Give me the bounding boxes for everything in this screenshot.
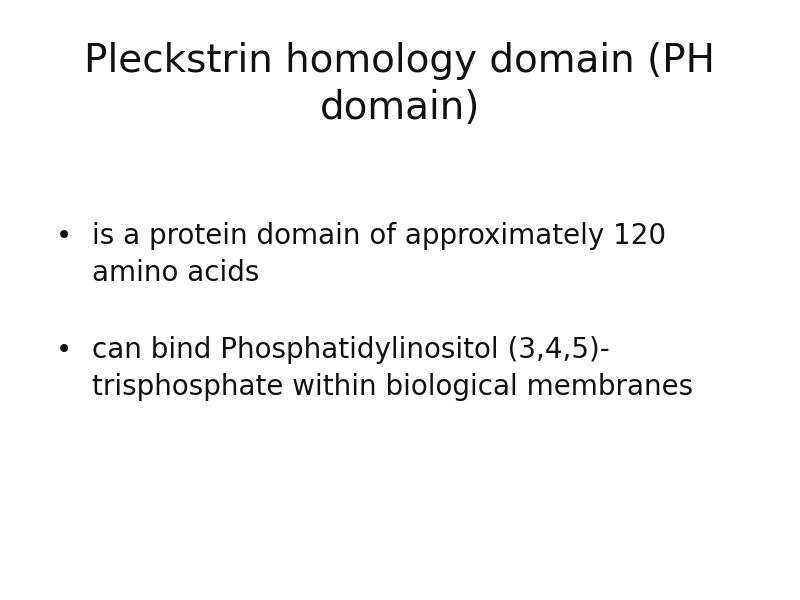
Text: Pleckstrin homology domain (PH
domain): Pleckstrin homology domain (PH domain) xyxy=(85,42,715,127)
Text: is a protein domain of approximately 120
amino acids: is a protein domain of approximately 120… xyxy=(92,222,666,287)
Text: can bind Phosphatidylinositol (3,4,5)-
trisphosphate within biological membranes: can bind Phosphatidylinositol (3,4,5)- t… xyxy=(92,336,693,401)
Text: •: • xyxy=(56,336,72,364)
Text: •: • xyxy=(56,222,72,250)
